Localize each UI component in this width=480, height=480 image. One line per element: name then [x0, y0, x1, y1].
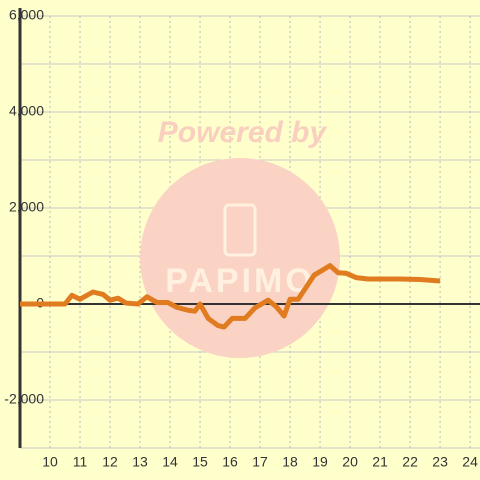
x-tick-label: 13 [132, 454, 148, 470]
x-tick-label: 20 [342, 454, 358, 470]
x-tick-label: 24 [462, 454, 478, 470]
watermark-logo [140, 158, 340, 358]
x-tick-label: 21 [372, 454, 388, 470]
y-tick-label: 2,000 [9, 199, 44, 215]
watermark-icon [223, 203, 257, 257]
y-tick-label: 4,000 [9, 103, 44, 119]
watermark: Powered by [158, 116, 328, 149]
x-tick-label: 16 [222, 454, 238, 470]
x-tick-label: 10 [42, 454, 58, 470]
x-tick-label: 15 [192, 454, 208, 470]
line [20, 263, 441, 330]
x-tick-label: 14 [162, 454, 178, 470]
x-tick-label: 17 [252, 454, 268, 470]
x-tick-label: 22 [402, 454, 418, 470]
y-tick-label: 6,000 [9, 7, 44, 23]
x-tick-label: 19 [312, 454, 328, 470]
x-tick-label: 11 [73, 454, 88, 470]
watermark-logo-text: PAPIMO [165, 262, 315, 300]
x-tick-label: 23 [432, 454, 448, 470]
x-tick-label: 12 [102, 454, 118, 470]
y-tick-label: -2,000 [4, 391, 44, 407]
x-tick-label: 18 [282, 454, 298, 470]
